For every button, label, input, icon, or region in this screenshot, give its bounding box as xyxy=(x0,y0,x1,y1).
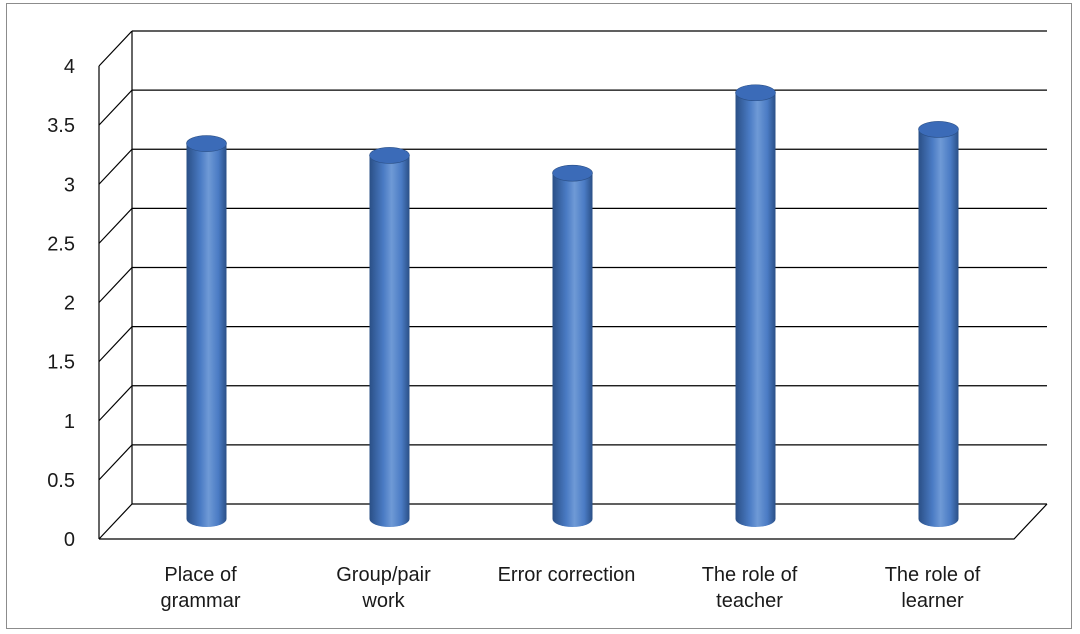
bar-3 xyxy=(735,84,776,527)
gridline-diagonal xyxy=(98,444,133,481)
bar-cap xyxy=(369,147,410,164)
gridline-diagonal xyxy=(98,89,133,126)
bar-0 xyxy=(186,135,227,527)
y-tick-label: 0 xyxy=(64,529,75,551)
bar-body xyxy=(369,155,410,528)
y-tick-label: 2.5 xyxy=(47,233,75,255)
bar-body xyxy=(186,143,227,527)
bar-cap xyxy=(918,121,959,138)
y-tick-label: 3.5 xyxy=(47,115,75,137)
y-tick-label: 3 xyxy=(64,174,75,196)
gridline-diagonal xyxy=(98,385,133,422)
bars xyxy=(186,84,959,528)
bar-cap xyxy=(186,135,227,152)
bar-body xyxy=(552,173,593,527)
floor-edge xyxy=(99,503,1048,540)
gridline-diagonal xyxy=(98,30,133,67)
gridline-diagonal xyxy=(98,326,133,363)
y-tick-label: 0.5 xyxy=(47,470,75,492)
bar-chart: 0 0.5 1 1.5 2 2.5 3 3.5 4 Place of grammar Group/p… xyxy=(47,30,1048,612)
bar-2 xyxy=(552,164,593,527)
gridline-diagonal xyxy=(98,503,133,540)
x-category-label: The role of learner xyxy=(885,564,981,612)
y-tick-label: 1 xyxy=(64,411,75,433)
y-tick-label: 1.5 xyxy=(47,352,75,374)
bar-cap xyxy=(552,164,593,182)
x-category-label: Error correction xyxy=(498,564,636,586)
x-axis-labels: Place of grammar Group/pair work Error corre… xyxy=(160,564,980,612)
chart-frame: 0 0.5 1 1.5 2 2.5 3 3.5 4 Place of grammar Group/p… xyxy=(6,3,1072,629)
gridline-diagonal xyxy=(98,267,133,303)
gridline-diagonal xyxy=(98,148,133,185)
bar-cap xyxy=(735,84,776,102)
y-tick-label: 4 xyxy=(64,56,75,78)
y-tick-label: 2 xyxy=(64,293,75,315)
bar-body xyxy=(918,129,959,527)
x-category-label: Place of grammar xyxy=(160,564,240,612)
bar-body xyxy=(735,92,776,527)
gridline-diagonal xyxy=(98,207,133,244)
y-axis-ticks: 0 0.5 1 1.5 2 2.5 3 3.5 4 xyxy=(47,56,75,551)
x-category-label: The role of teacher xyxy=(702,564,798,612)
bar-4 xyxy=(918,121,959,527)
bar-1 xyxy=(369,147,410,528)
x-category-label: Group/pair work xyxy=(336,564,431,612)
